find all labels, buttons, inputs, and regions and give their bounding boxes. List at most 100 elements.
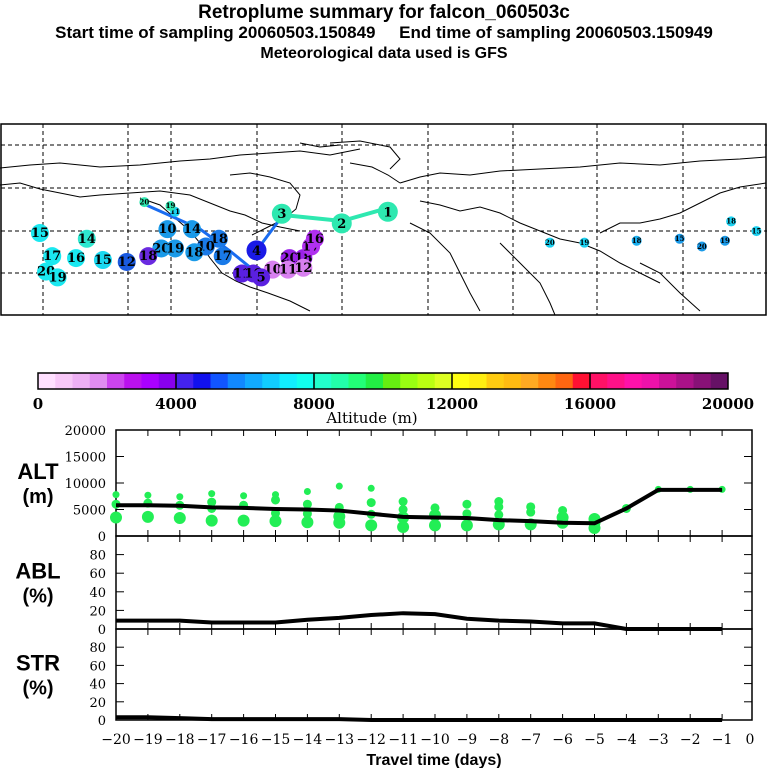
altitude-point <box>269 515 282 528</box>
y-tick-label: 5000 <box>73 504 106 519</box>
panel-unit-label: (%) <box>22 586 53 608</box>
series-line <box>116 715 723 722</box>
colorbar-cell <box>124 373 142 389</box>
coastline <box>409 222 481 312</box>
trajectory-marker <box>213 247 232 266</box>
trajectory-marker <box>696 241 707 252</box>
trajectory-marker <box>279 260 297 279</box>
marker-label: 18 <box>726 217 736 226</box>
marker-label: 20 <box>545 238 555 247</box>
altitude-point <box>208 490 216 498</box>
x-tick-label: −14 <box>293 732 323 748</box>
trajectory-marker <box>48 268 67 287</box>
altitude-point <box>207 497 217 507</box>
colorbar-cell <box>107 373 125 389</box>
altitude-point <box>302 499 312 509</box>
altitude-point <box>398 497 408 507</box>
colorbar-cell <box>710 373 729 389</box>
colorbar-ticks: 0 4000 8000 12000 16000 20000 <box>33 373 754 413</box>
marker-label: 19 <box>166 242 184 257</box>
altitude-point <box>333 516 346 529</box>
trajectory-marker <box>139 197 150 208</box>
colorbar-cell <box>572 373 591 389</box>
x-tick-label: −1 <box>712 732 733 748</box>
trajectory-marker <box>185 243 204 262</box>
colorbar-cell <box>400 373 418 389</box>
colorbar-cell <box>590 373 608 389</box>
y-tick-label: 80 <box>89 549 106 564</box>
trajectory-marker <box>30 224 49 243</box>
marker-label: 18 <box>210 232 228 247</box>
map-coastlines <box>0 140 767 316</box>
marker-label: 20 <box>697 242 707 251</box>
trajectory-marker <box>165 200 176 211</box>
trajectory-marker <box>751 226 762 237</box>
altitude-point <box>335 482 343 490</box>
trajectory-marker <box>631 235 642 246</box>
panel-alt: 0 5000 10000 15000 20000 ALT(m) <box>17 424 753 545</box>
colorbar-cell <box>607 373 625 389</box>
altitude-point <box>367 484 375 492</box>
trajectory-marker <box>67 249 86 268</box>
colorbar-tick-label: 16000 <box>564 395 616 413</box>
series-line <box>116 611 723 631</box>
colorbar-cell <box>245 373 263 389</box>
trajectory-marker <box>252 268 271 287</box>
altitude-point <box>112 491 120 499</box>
altitude-point <box>398 505 408 514</box>
coastline <box>599 182 767 234</box>
coastline <box>639 262 701 312</box>
y-tick-label: 40 <box>89 678 106 693</box>
trajectory-marker <box>544 237 555 248</box>
marker-label: 4 <box>252 244 261 259</box>
altitude-point <box>173 511 186 524</box>
panel-unit-label: (m) <box>22 486 53 508</box>
marker-label: 3 <box>277 207 286 222</box>
coastline <box>299 142 401 184</box>
trajectory-marker <box>183 220 201 239</box>
altitude-point <box>240 492 248 500</box>
trajectory-marker <box>209 229 228 248</box>
altitude-point <box>397 520 410 533</box>
trajectory-marker <box>305 229 324 248</box>
trajectory-marker <box>719 235 730 246</box>
altitude-point <box>429 519 441 532</box>
trajectory-marker <box>579 237 590 248</box>
coastline <box>229 172 301 236</box>
colorbar-cell <box>262 373 280 389</box>
trajectory-marker <box>43 247 62 266</box>
colorbar-tick-label: 0 <box>33 395 43 413</box>
x-tick-label: −6 <box>552 732 573 748</box>
sampling-times: Start time of sampling 20060503.150849 E… <box>55 23 713 42</box>
altitude-point <box>271 495 280 505</box>
plot-area: 05000100001500020000ALT(m)020406080ABL(%… <box>15 424 754 768</box>
altitude-point <box>303 487 311 495</box>
marker-label: 15 <box>675 234 685 243</box>
colorbar-cell <box>486 373 505 389</box>
y-tick-label: 10000 <box>65 477 106 492</box>
coastline <box>499 242 556 316</box>
panel-frame <box>115 628 753 721</box>
marker-label: 18 <box>632 236 642 245</box>
marker-label: 12 <box>294 261 312 276</box>
altitude-point <box>494 510 504 520</box>
colorbar-frame <box>37 372 729 390</box>
colorbar-cell <box>641 373 660 389</box>
colorbar-cell <box>279 373 298 389</box>
marker-label: 15 <box>31 226 49 241</box>
x-tick-label: −13 <box>325 732 355 748</box>
colorbar-cell <box>55 373 73 389</box>
altitude-point <box>494 502 504 512</box>
colorbar-cell <box>469 373 487 389</box>
colorbar-cell <box>314 373 332 389</box>
altitude-point <box>526 507 536 517</box>
altitude-point <box>237 514 250 527</box>
colorbar-cell <box>659 373 677 389</box>
colorbar-cell <box>434 373 453 389</box>
trajectory-marker <box>77 229 96 248</box>
marker-label: 19 <box>166 201 176 210</box>
colorbar-cell <box>331 373 349 389</box>
colorbar-label: Altitude (m) <box>325 409 417 427</box>
colorbar-cell <box>348 373 367 389</box>
panel-label: ABL <box>15 559 60 584</box>
